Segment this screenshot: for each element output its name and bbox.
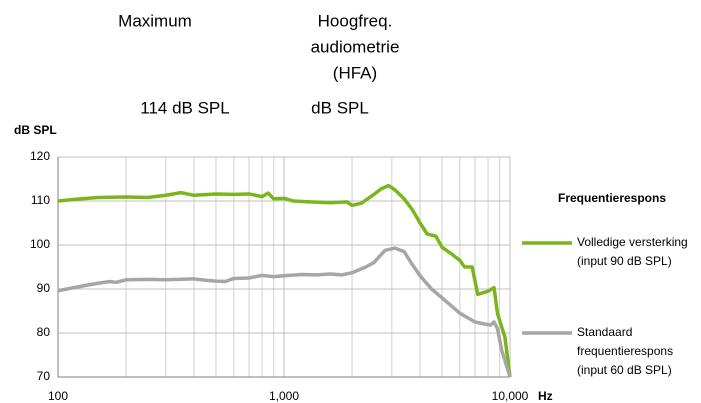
x-tick-label: 100 — [48, 389, 68, 403]
legend-title: Frequentierespons — [558, 191, 666, 205]
y-axis-title: dB SPL — [14, 123, 57, 137]
x-tick-label: 1,000 — [269, 389, 299, 403]
y-tick-label: 110 — [31, 193, 50, 207]
header-text: audiometrie — [311, 37, 400, 56]
header-text: Maximum — [118, 11, 192, 30]
y-tick-label: 90 — [37, 281, 51, 295]
header-text: (HFA) — [333, 63, 377, 82]
line-series — [57, 183, 512, 378]
x-tick-label: 10,000 — [492, 389, 529, 403]
y-tick-label: 100 — [30, 237, 50, 251]
header-text: 114 dB SPL — [140, 98, 229, 117]
line-series — [57, 246, 512, 378]
x-axis-title: Hz — [538, 389, 553, 403]
y-tick-label: 120 — [30, 149, 50, 163]
legend-label: Standaard frequentierespons (input 60 dB… — [577, 325, 674, 377]
y-tick-label: 80 — [37, 325, 51, 339]
header-text: dB SPL — [311, 98, 369, 117]
legend-label: Volledige versterking (input 90 dB SPL) — [577, 235, 688, 268]
y-tick-label: 70 — [37, 369, 51, 383]
header-text: Hoogfreq. — [318, 11, 393, 30]
